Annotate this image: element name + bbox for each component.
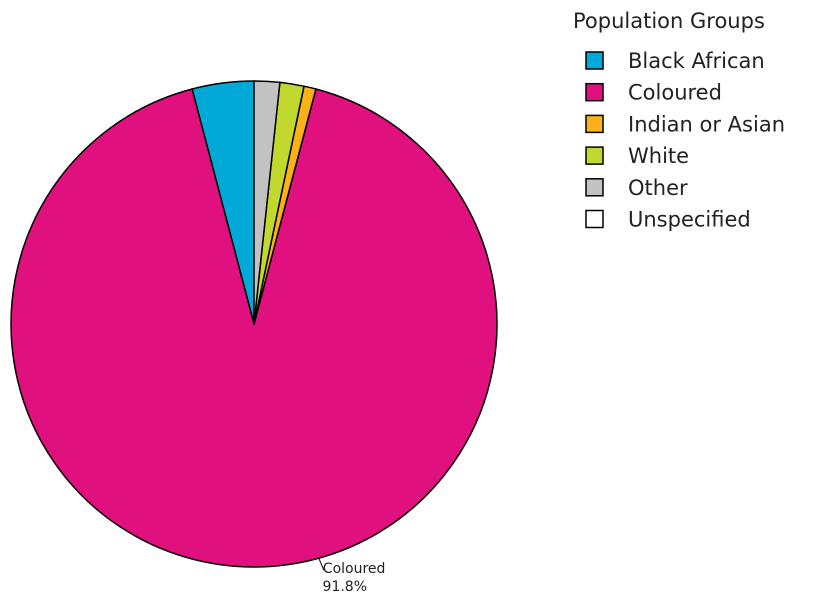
coloured-leader-line	[318, 558, 325, 571]
coloured-data-label-percent: 91.8%	[323, 579, 367, 595]
pie-data-labels: Coloured 91.8%	[318, 558, 386, 595]
legend-swatch	[585, 82, 604, 102]
legend-title: Population Groups	[573, 9, 765, 33]
legend-swatch	[585, 209, 604, 229]
legend-item-indian-or-asian: Indian or Asian	[585, 112, 785, 136]
legend-label: White	[628, 144, 689, 168]
legend-swatch	[585, 114, 604, 134]
legend-label: Black African	[628, 49, 765, 73]
legend-items: Black African Coloured Indian or Asian Whit…	[585, 49, 785, 232]
pie-slice-other	[253, 80, 281, 325]
legend-label: Other	[628, 176, 688, 200]
legend-swatch	[585, 178, 604, 197]
pie-slices	[10, 80, 498, 568]
legend-item-other: Other	[585, 176, 688, 200]
coloured-data-label-name: Coloured	[323, 561, 386, 577]
legend-item-coloured: Coloured	[585, 81, 722, 105]
legend: Population Groups Black African Coloured I…	[573, 9, 785, 232]
legend-label: Unspecified	[628, 208, 751, 232]
legend-item-white: White	[585, 144, 689, 168]
legend-swatch	[585, 51, 604, 70]
pie-slice-coloured	[10, 88, 498, 568]
legend-item-unspecified: Unspecified	[585, 208, 751, 232]
legend-label: Indian or Asian	[628, 112, 785, 136]
legend-item-black-african: Black African	[585, 49, 765, 73]
legend-label: Coloured	[628, 81, 722, 105]
legend-swatch	[585, 146, 604, 165]
